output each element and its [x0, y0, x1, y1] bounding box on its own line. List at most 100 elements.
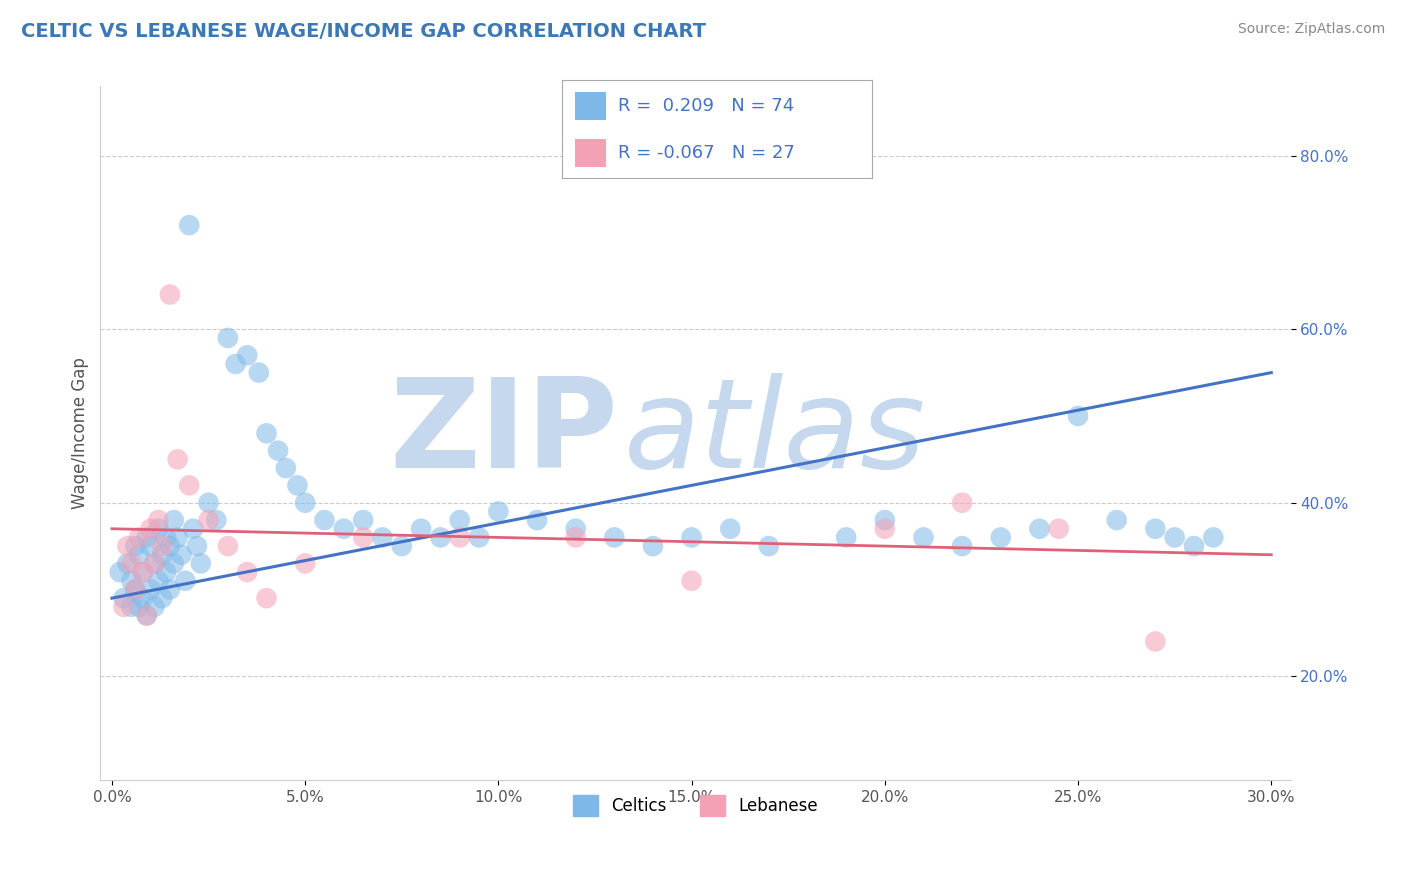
Point	[117, 539, 139, 553]
Point	[148, 574, 170, 588]
Point	[108, 565, 131, 579]
Point	[179, 218, 201, 232]
Point	[132, 591, 155, 606]
Point	[124, 582, 146, 597]
Point	[449, 530, 471, 544]
Point	[150, 548, 173, 562]
Point	[486, 504, 509, 518]
Point	[835, 530, 858, 544]
Point	[1163, 530, 1185, 544]
Point	[449, 513, 471, 527]
Text: CELTIC VS LEBANESE WAGE/INCOME GAP CORRELATION CHART: CELTIC VS LEBANESE WAGE/INCOME GAP CORRE…	[21, 22, 706, 41]
Point	[564, 522, 586, 536]
Point	[150, 539, 173, 553]
Point	[247, 366, 270, 380]
Point	[179, 478, 201, 492]
Point	[163, 513, 186, 527]
Point	[333, 522, 356, 536]
Point	[124, 539, 146, 553]
Point	[217, 539, 239, 553]
Point	[314, 513, 336, 527]
Point	[225, 357, 247, 371]
Point	[174, 574, 197, 588]
Point	[429, 530, 451, 544]
Point	[139, 582, 162, 597]
Point	[186, 539, 208, 553]
Point	[873, 522, 896, 536]
Point	[1067, 409, 1090, 423]
Text: ZIP: ZIP	[389, 373, 619, 494]
Point	[205, 513, 228, 527]
Point	[352, 513, 374, 527]
Point	[256, 426, 278, 441]
Point	[166, 530, 188, 544]
Point	[155, 530, 177, 544]
Text: atlas: atlas	[624, 373, 927, 494]
Point	[287, 478, 309, 492]
Point	[294, 557, 316, 571]
Point	[1047, 522, 1070, 536]
Point	[564, 530, 586, 544]
Point	[139, 539, 162, 553]
Point	[274, 461, 297, 475]
Point	[135, 608, 157, 623]
Point	[950, 496, 973, 510]
Point	[159, 287, 181, 301]
Point	[873, 513, 896, 527]
Point	[197, 513, 219, 527]
Point	[197, 496, 219, 510]
Point	[352, 530, 374, 544]
Point	[1028, 522, 1050, 536]
Point	[112, 591, 135, 606]
Point	[132, 565, 155, 579]
Bar	[575, 139, 606, 167]
Y-axis label: Wage/Income Gap: Wage/Income Gap	[72, 358, 89, 509]
Point	[681, 530, 703, 544]
Point	[117, 557, 139, 571]
Point	[236, 565, 259, 579]
Point	[120, 557, 142, 571]
Text: Source: ZipAtlas.com: Source: ZipAtlas.com	[1237, 22, 1385, 37]
Point	[718, 522, 741, 536]
Point	[190, 557, 212, 571]
Bar	[575, 92, 606, 120]
Point	[135, 530, 157, 544]
Point	[170, 548, 193, 562]
Point	[163, 557, 186, 571]
Point	[236, 348, 259, 362]
Legend: Celtics, Lebanese: Celtics, Lebanese	[565, 787, 827, 824]
Point	[135, 608, 157, 623]
Point	[391, 539, 413, 553]
Point	[181, 522, 204, 536]
Point	[166, 452, 188, 467]
Point	[128, 548, 150, 562]
Point	[120, 599, 142, 614]
Point	[1202, 530, 1225, 544]
Point	[1182, 539, 1205, 553]
Point	[143, 557, 166, 571]
Point	[148, 513, 170, 527]
Point	[990, 530, 1012, 544]
Point	[124, 582, 146, 597]
Point	[641, 539, 664, 553]
Point	[256, 591, 278, 606]
Point	[112, 599, 135, 614]
Point	[468, 530, 491, 544]
Point	[143, 599, 166, 614]
Point	[150, 591, 173, 606]
Text: R =  0.209   N = 74: R = 0.209 N = 74	[619, 97, 794, 115]
Point	[912, 530, 935, 544]
Text: R = -0.067   N = 27: R = -0.067 N = 27	[619, 144, 794, 161]
Point	[159, 582, 181, 597]
Point	[294, 496, 316, 510]
Point	[143, 557, 166, 571]
Point	[128, 530, 150, 544]
Point	[1144, 522, 1167, 536]
Point	[155, 565, 177, 579]
Point	[128, 599, 150, 614]
Point	[159, 539, 181, 553]
Point	[120, 574, 142, 588]
Point	[132, 565, 155, 579]
Point	[148, 522, 170, 536]
Point	[950, 539, 973, 553]
